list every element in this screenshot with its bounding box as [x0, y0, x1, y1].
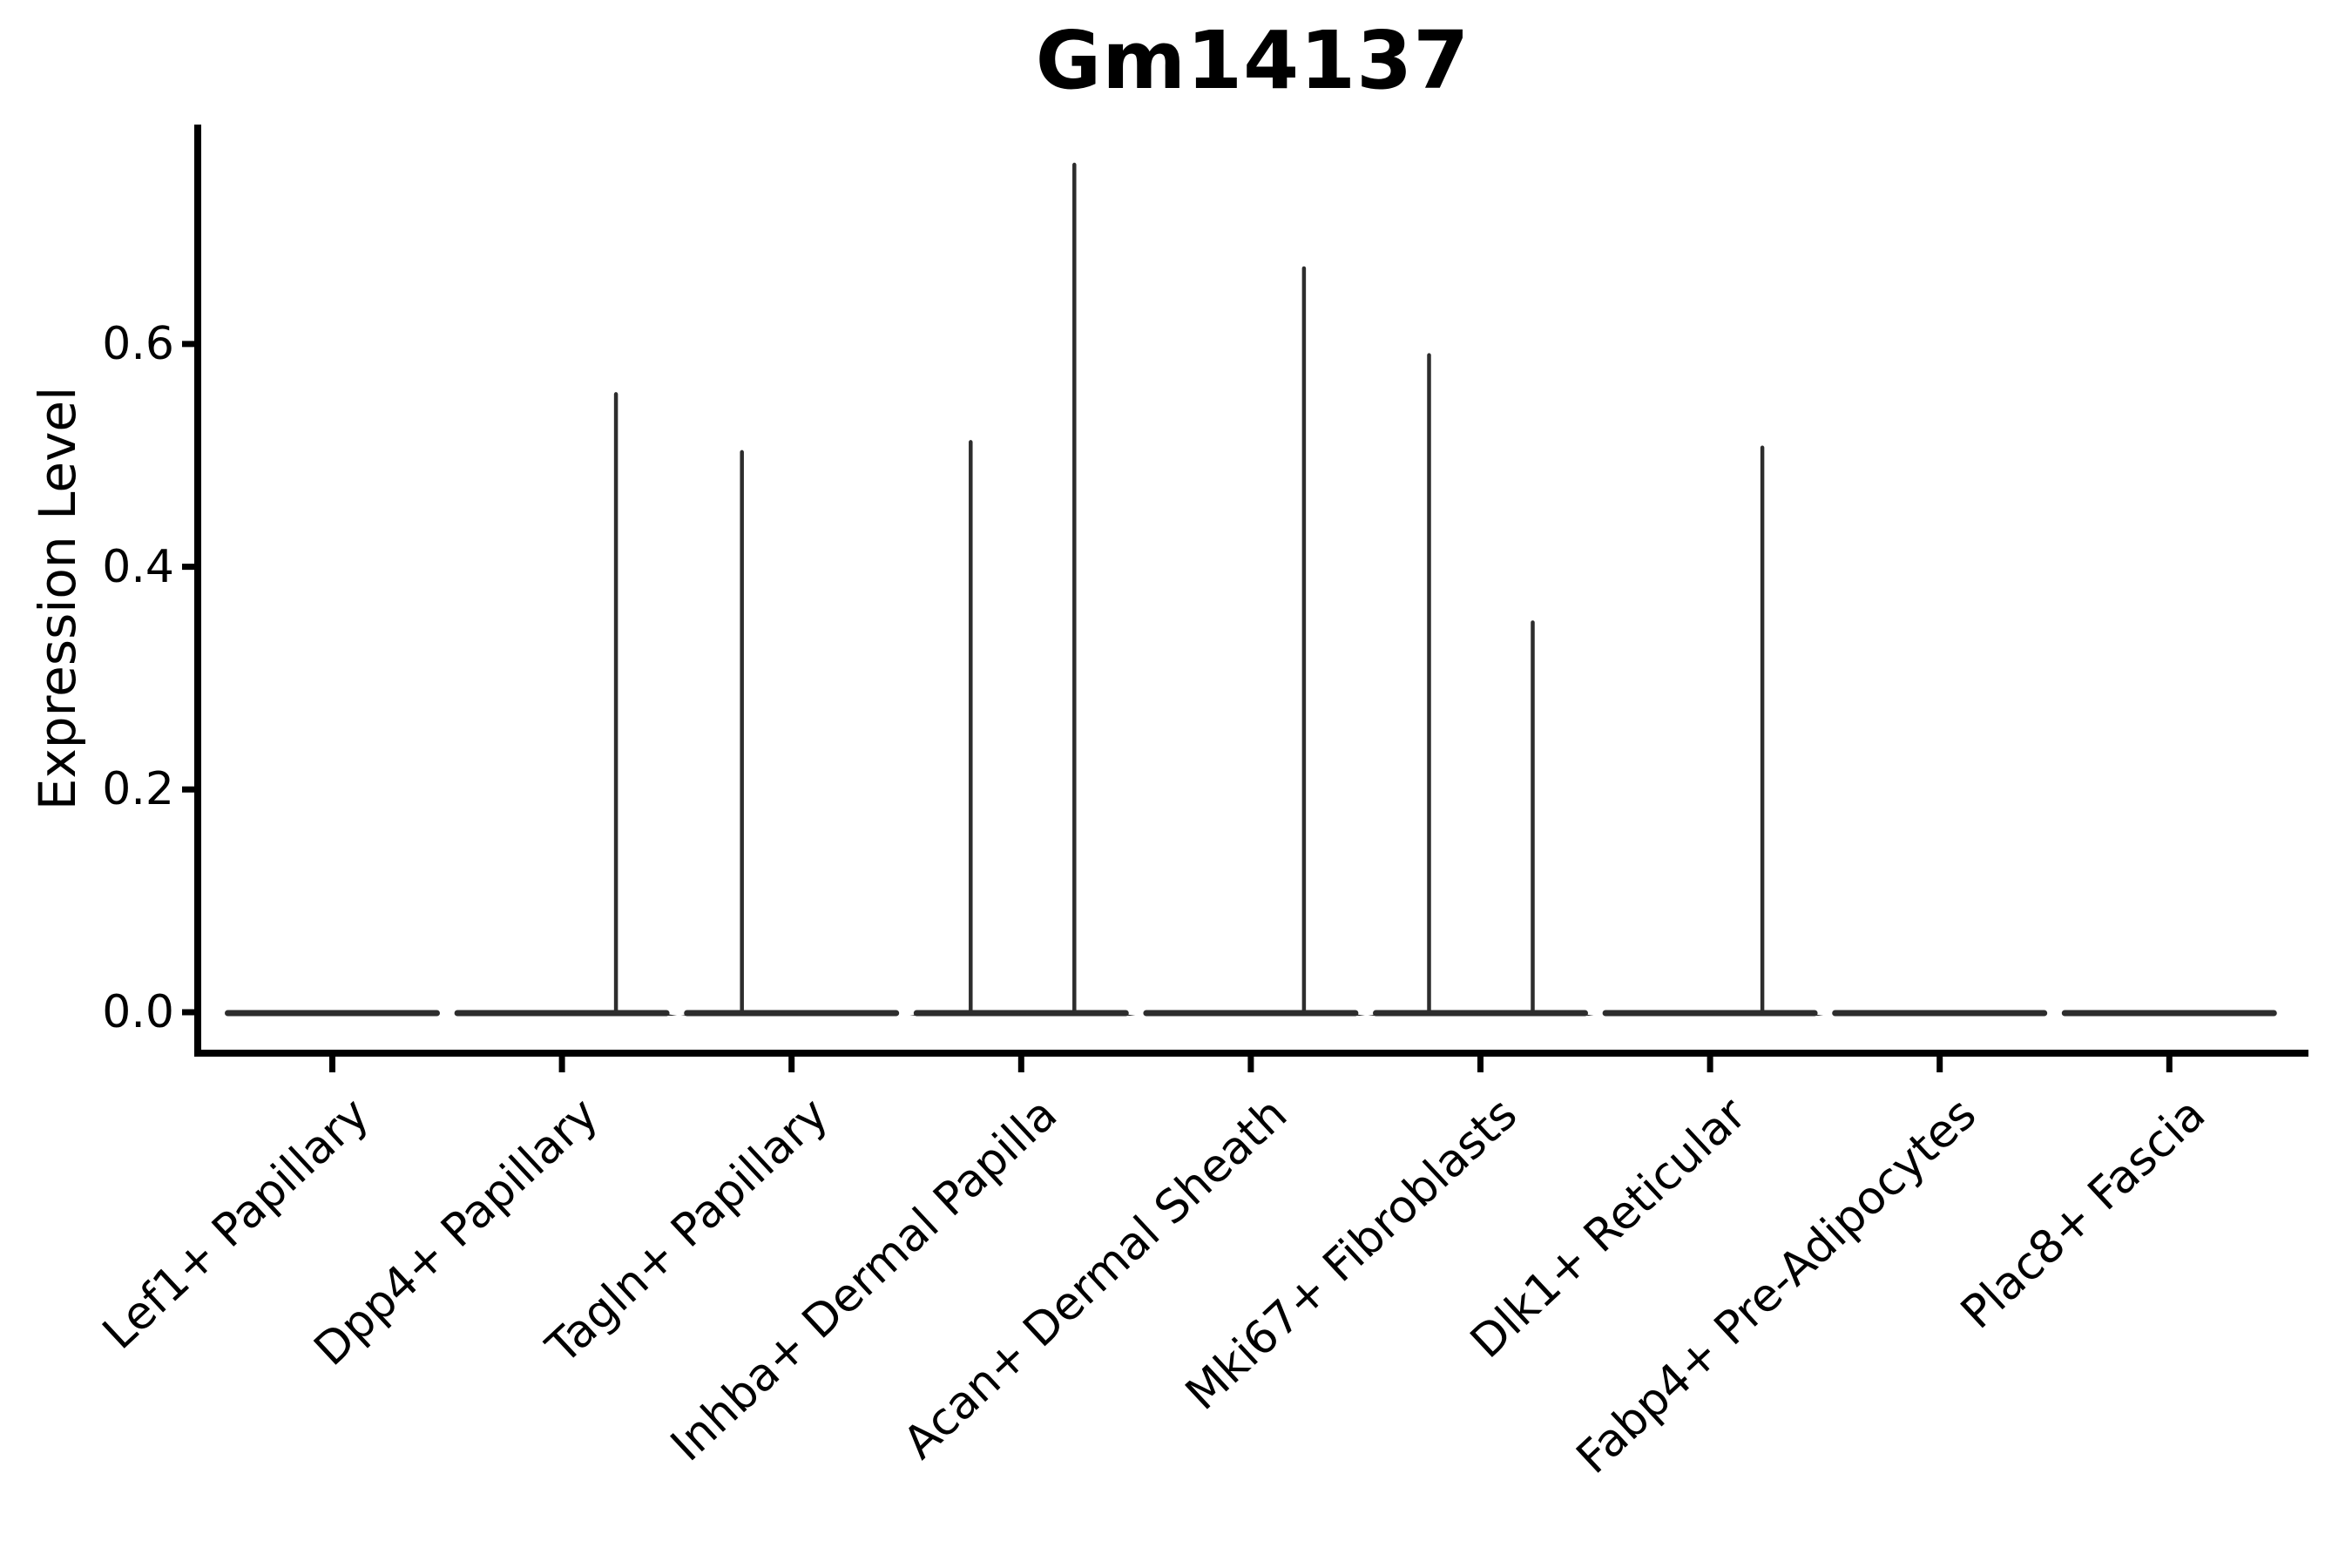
violin-base-bump — [1013, 1010, 1136, 1016]
violin-base-bump — [1368, 1010, 1490, 1016]
y-tick-label: 0.4 — [102, 540, 174, 593]
violin-base-bump — [555, 1010, 678, 1016]
chart-title: Gm14137 — [1035, 14, 1470, 107]
violin-base-bump — [1471, 1010, 1594, 1016]
violin-base-bump — [909, 1010, 1032, 1016]
violin-base-bump — [680, 1010, 803, 1016]
violin-base-bump — [1701, 1010, 1824, 1016]
violin-base-bump — [1242, 1010, 1365, 1016]
y-tick-label: 0.2 — [102, 763, 174, 816]
y-tick-label: 0.6 — [102, 317, 174, 370]
y-tick-label: 0.0 — [102, 986, 174, 1038]
